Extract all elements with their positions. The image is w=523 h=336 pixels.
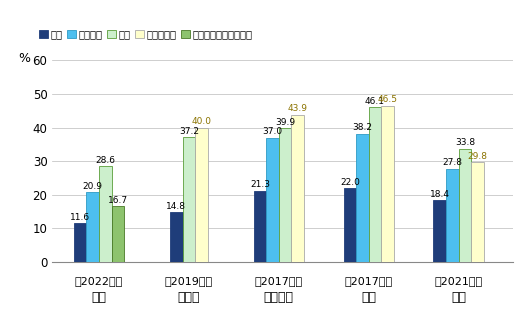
- Bar: [183, 137, 195, 262]
- Bar: [86, 192, 99, 262]
- Text: 22.0: 22.0: [340, 178, 360, 187]
- Text: 21.3: 21.3: [250, 180, 270, 189]
- Text: （2017年）: （2017年）: [345, 276, 393, 286]
- Text: 40.0: 40.0: [191, 117, 211, 126]
- Bar: [254, 191, 266, 262]
- Text: 37.0: 37.0: [263, 127, 282, 136]
- Bar: [356, 134, 369, 262]
- Text: 20.9: 20.9: [83, 181, 103, 191]
- Text: 18.4: 18.4: [430, 190, 450, 199]
- Bar: [291, 115, 304, 262]
- Text: （2021年）: （2021年）: [435, 276, 483, 286]
- Text: 46.5: 46.5: [378, 95, 397, 104]
- Bar: [111, 206, 124, 262]
- Text: （2017年）: （2017年）: [255, 276, 303, 286]
- Bar: [74, 223, 86, 262]
- Text: 27.8: 27.8: [442, 158, 462, 167]
- Legend: 企業, 公的機関, 大学, 非営利団体, 公的機関と非営利団体: 企業, 公的機関, 大学, 非営利団体, 公的機関と非営利団体: [39, 29, 253, 39]
- Text: 英国: 英国: [361, 291, 376, 304]
- Bar: [266, 138, 279, 262]
- Bar: [381, 106, 394, 262]
- Bar: [446, 169, 459, 262]
- Text: 38.2: 38.2: [353, 123, 372, 132]
- Text: フランス: フランス: [264, 291, 294, 304]
- Text: 16.7: 16.7: [108, 196, 128, 205]
- Text: 28.6: 28.6: [95, 156, 116, 165]
- Bar: [195, 128, 208, 262]
- Text: 46.1: 46.1: [365, 97, 385, 106]
- Text: （2022年）: （2022年）: [75, 276, 123, 286]
- Bar: [99, 166, 111, 262]
- Text: 43.9: 43.9: [288, 104, 308, 113]
- Text: 韓国: 韓国: [451, 291, 466, 304]
- Text: 37.2: 37.2: [179, 127, 199, 136]
- Bar: [369, 107, 381, 262]
- Text: 33.8: 33.8: [455, 138, 475, 147]
- Text: （2019年）: （2019年）: [165, 276, 213, 286]
- Text: 14.8: 14.8: [166, 202, 186, 211]
- Bar: [471, 162, 484, 262]
- Bar: [344, 188, 356, 262]
- Text: 11.6: 11.6: [70, 213, 90, 222]
- Text: ドイツ: ドイツ: [178, 291, 200, 304]
- Bar: [459, 149, 471, 262]
- Text: 39.9: 39.9: [275, 118, 295, 127]
- Text: %: %: [18, 52, 30, 66]
- Bar: [434, 200, 446, 262]
- Bar: [170, 212, 183, 262]
- Text: 日本: 日本: [92, 291, 107, 304]
- Text: 29.8: 29.8: [468, 152, 487, 161]
- Bar: [279, 128, 291, 262]
